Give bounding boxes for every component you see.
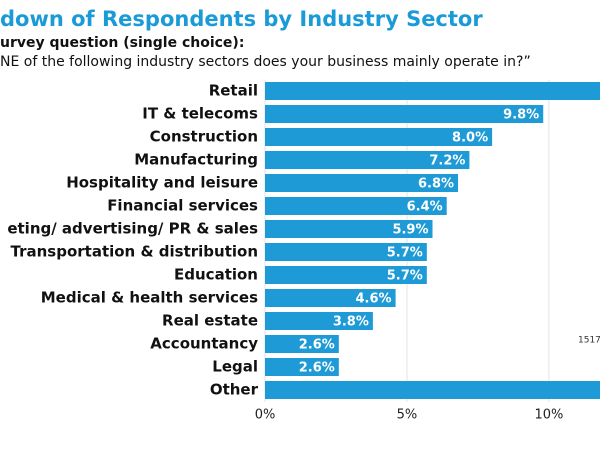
category-label: IT & telecoms xyxy=(142,105,258,123)
category-label: Construction xyxy=(150,128,258,146)
value-label: 7.2% xyxy=(429,154,465,169)
bar xyxy=(265,82,600,100)
value-label: 3.8% xyxy=(333,315,369,330)
bar xyxy=(265,174,459,192)
bar xyxy=(265,358,339,376)
bar xyxy=(265,335,339,353)
bar xyxy=(265,266,427,284)
value-label: 5.7% xyxy=(387,269,423,284)
value-label: 5.7% xyxy=(387,246,423,261)
chart-title: down of Respondents by Industry Sector xyxy=(0,7,483,31)
subtitle: urvey question (single choice): xyxy=(0,35,244,51)
value-label: 2.6% xyxy=(299,338,335,353)
value-label: 5.9% xyxy=(392,223,428,238)
category-label: Hospitality and leisure xyxy=(66,174,258,192)
bar xyxy=(265,312,373,330)
category-label: eting/ advertising/ PR & sales xyxy=(7,220,258,238)
category-label: Education xyxy=(174,266,258,284)
category-label: Financial services xyxy=(107,197,258,215)
x-tick-label: 10% xyxy=(534,408,563,423)
annotation: 1517 xyxy=(578,336,600,346)
bar xyxy=(265,381,600,399)
category-label: Retail xyxy=(209,82,258,100)
subtitle: NE of the following industry sectors doe… xyxy=(0,54,531,70)
value-label: 9.8% xyxy=(503,108,539,123)
bar xyxy=(265,220,433,238)
bar xyxy=(265,197,447,215)
bar xyxy=(265,105,544,123)
value-label: 6.4% xyxy=(407,200,443,215)
category-label: Other xyxy=(210,381,259,399)
x-tick-label: 0% xyxy=(255,408,276,423)
bar xyxy=(265,128,493,146)
value-label: 2.6% xyxy=(299,361,335,376)
category-label: Accountancy xyxy=(150,335,258,353)
value-label: 4.6% xyxy=(356,292,392,307)
category-label: Transportation & distribution xyxy=(11,243,259,261)
category-label: Medical & health services xyxy=(41,289,258,307)
x-tick-label: 5% xyxy=(397,408,418,423)
category-label: Manufacturing xyxy=(134,151,258,169)
bar xyxy=(265,151,470,169)
value-label: 8.0% xyxy=(452,131,488,146)
value-label: 6.8% xyxy=(418,177,454,192)
bar xyxy=(265,243,427,261)
category-label: Legal xyxy=(212,358,258,376)
bar xyxy=(265,289,396,307)
category-label: Real estate xyxy=(162,312,258,330)
